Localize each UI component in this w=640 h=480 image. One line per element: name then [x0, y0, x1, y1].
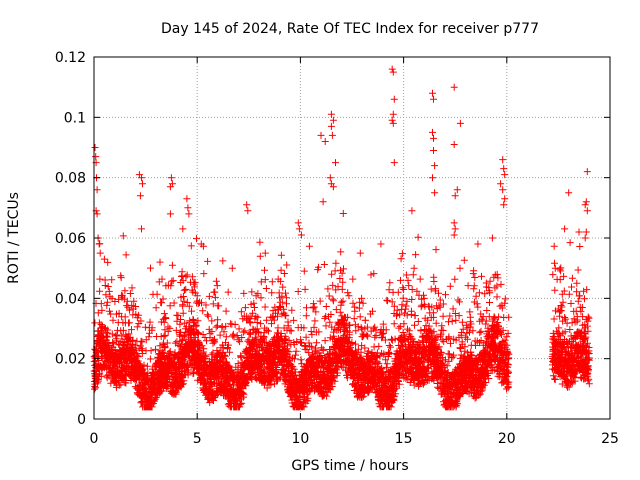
x-tick-label: 0 — [90, 431, 99, 447]
chart-title: Day 145 of 2024, Rate Of TEC Index for r… — [161, 21, 539, 37]
y-tick-label: 0.02 — [55, 352, 86, 368]
y-tick-label: 0.1 — [64, 110, 86, 126]
y-axis-label: ROTI / TECUs — [6, 192, 22, 284]
y-tick-label: 0.04 — [55, 291, 86, 307]
x-tick-labels: 0 5 10 15 20 25 — [90, 431, 619, 447]
y-tick-label: 0.06 — [55, 231, 86, 247]
x-tick-label: 25 — [601, 431, 619, 447]
x-tick-label: 20 — [498, 431, 516, 447]
y-tick-label: 0 — [77, 412, 86, 428]
x-tick-label: 5 — [193, 431, 202, 447]
grid — [94, 57, 610, 419]
y-tick-labels: 0 0.02 0.04 0.06 0.08 0.1 0.12 — [55, 50, 86, 428]
y-tick-label: 0.12 — [55, 50, 86, 66]
x-tick-label: 10 — [291, 431, 309, 447]
y-tick-label: 0.08 — [55, 171, 86, 187]
x-axis-label: GPS time / hours — [291, 458, 408, 474]
axis-ticks — [93, 56, 611, 420]
x-tick-label: 15 — [395, 431, 413, 447]
